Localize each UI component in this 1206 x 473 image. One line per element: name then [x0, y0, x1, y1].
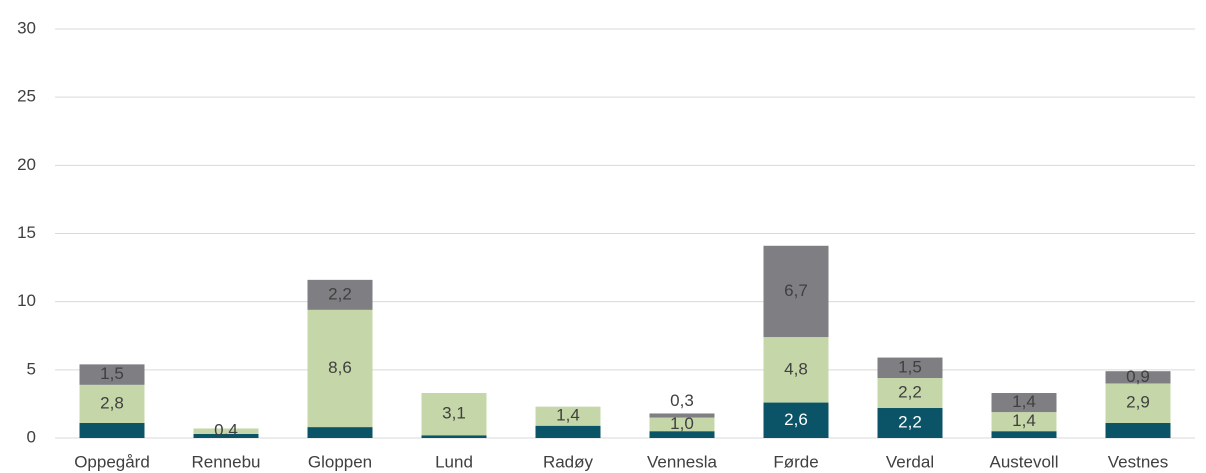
- bar-segment: [763, 402, 829, 438]
- x-tick-label: Verdal: [886, 452, 934, 471]
- value-label: 1,4: [1012, 411, 1036, 430]
- y-tick-label: 10: [17, 291, 36, 310]
- x-tick-label: Vestnes: [1108, 452, 1169, 471]
- value-label: 8,6: [328, 358, 352, 377]
- bar-segment: [1105, 371, 1171, 384]
- x-tick-label: Førde: [773, 452, 818, 471]
- value-label: 6,7: [784, 281, 808, 300]
- value-label: 2,2: [898, 412, 922, 431]
- bar-segment: [307, 427, 373, 438]
- y-tick-label: 20: [17, 155, 36, 174]
- y-tick-label: 5: [27, 359, 36, 378]
- value-label: 1,5: [898, 357, 922, 376]
- bar-segment: [991, 412, 1057, 432]
- bar-segment: [307, 279, 373, 310]
- bar-segment: [991, 393, 1057, 413]
- x-tick-label: Gloppen: [308, 452, 372, 471]
- value-label: 0,9: [1126, 367, 1150, 386]
- bar-segment: [193, 428, 259, 434]
- value-label: 0,3: [670, 391, 694, 410]
- value-label: 2,2: [328, 284, 352, 303]
- y-tick-label: 30: [17, 18, 36, 37]
- bar-segment: [535, 425, 601, 438]
- x-tick-label: Lund: [435, 452, 473, 471]
- bar-segment: [1105, 383, 1171, 424]
- bar-segment: [877, 378, 943, 409]
- value-label: 0,4: [214, 421, 238, 440]
- bar-segment: [877, 357, 943, 379]
- y-tick-label: 0: [27, 427, 36, 446]
- x-tick-label: Oppegård: [74, 452, 150, 471]
- value-label: 3,1: [442, 404, 466, 423]
- bar-segment: [763, 337, 829, 403]
- value-label: 2,9: [1126, 393, 1150, 412]
- bar-segment: [307, 309, 373, 428]
- value-label: 2,2: [898, 382, 922, 401]
- value-label: 1,0: [670, 414, 694, 433]
- x-tick-label: Radøy: [543, 452, 594, 471]
- bar-segment: [421, 435, 487, 438]
- bar-segment: [79, 384, 145, 424]
- bar-segment: [763, 245, 829, 338]
- bar-segment: [421, 393, 487, 436]
- bar-segment: [649, 417, 715, 432]
- bar-segment: [193, 433, 259, 438]
- y-tick-label: 15: [17, 223, 36, 242]
- bar-segment: [991, 431, 1057, 438]
- x-tick-label: Vennesla: [647, 452, 717, 471]
- value-label: 1,4: [1012, 392, 1036, 411]
- bar-segment: [79, 423, 145, 438]
- bar-segment: [79, 364, 145, 385]
- value-label: 2,8: [100, 393, 124, 412]
- bar-segment: [1105, 423, 1171, 438]
- y-tick-label: 25: [17, 87, 36, 106]
- value-label: 4,8: [784, 359, 808, 378]
- bar-segment: [877, 408, 943, 438]
- x-tick-label: Austevoll: [990, 452, 1059, 471]
- value-label: 1,5: [100, 364, 124, 383]
- x-tick-label: Rennebu: [191, 452, 260, 471]
- value-label: 2,6: [784, 410, 808, 429]
- value-label: 1,4: [556, 406, 580, 425]
- bar-segment: [649, 413, 715, 418]
- bar-segment: [535, 406, 601, 426]
- bar-segment: [649, 431, 715, 438]
